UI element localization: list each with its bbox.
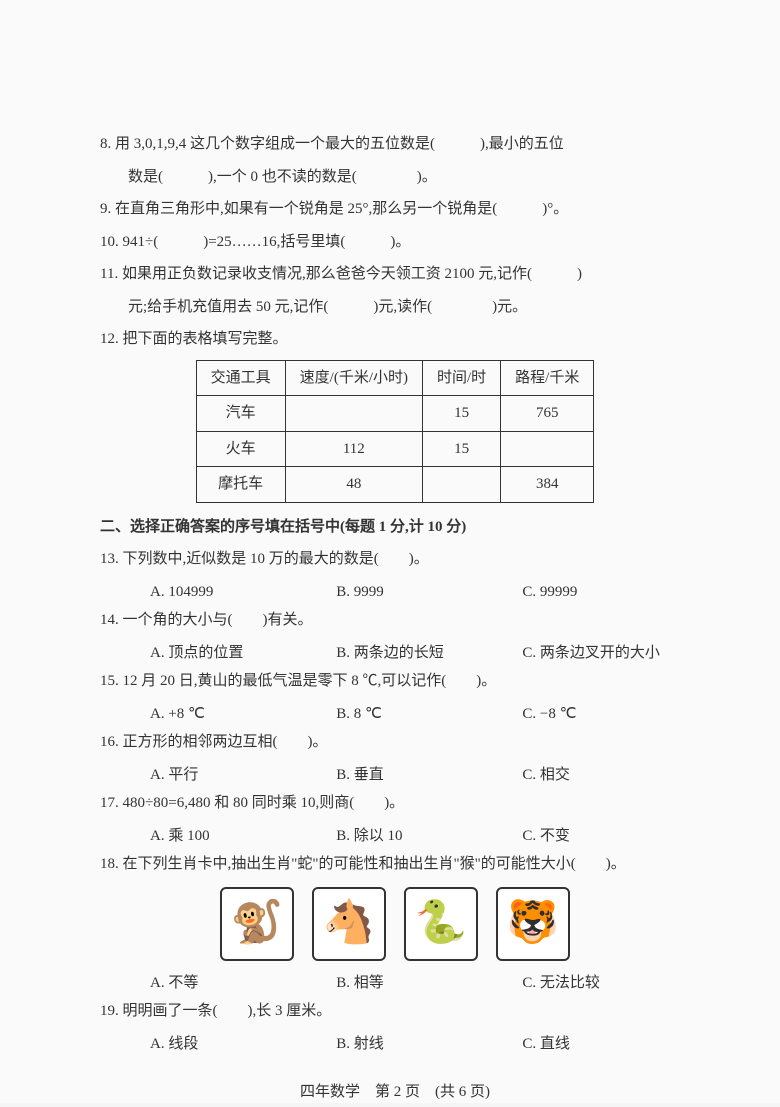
cell: [501, 431, 594, 467]
th-vehicle: 交通工具: [196, 360, 285, 396]
q18-opt-b: B. 相等: [336, 969, 522, 998]
q18-opt-c: C. 无法比较: [522, 969, 690, 998]
cell: 48: [285, 467, 422, 503]
cell: [423, 467, 501, 503]
q14-opt-c: C. 两条边叉开的大小: [522, 639, 690, 668]
q19-stem: 19. 明明画了一条( ),长 3 厘米。: [100, 1003, 331, 1019]
q8-line2: 数是( ),一个 0 也不读的数是( )。: [128, 169, 437, 185]
cell: 汽车: [196, 396, 285, 432]
question-18: 18. 在下列生肖卡中,抽出生肖"蛇"的可能性和抽出生肖"猴"的可能性大小( )…: [100, 850, 690, 879]
q18-options: A. 不等 B. 相等 C. 无法比较: [100, 969, 690, 998]
q12-table: 交通工具 速度/(千米/小时) 时间/时 路程/千米 汽车 15 765 火车 …: [196, 360, 595, 503]
cell: 15: [423, 396, 501, 432]
cell: 112: [285, 431, 422, 467]
q13-opt-a: A. 104999: [150, 578, 336, 607]
q14-options: A. 顶点的位置 B. 两条边的长短 C. 两条边叉开的大小: [100, 639, 690, 668]
question-13: 13. 下列数中,近似数是 10 万的最大的数是( )。: [100, 545, 690, 574]
zodiac-cards: 🐒 🐴 🐍 🐯: [100, 887, 690, 961]
q15-opt-c: C. −8 ℃: [522, 700, 690, 729]
q10-text: 10. 941÷( )=25……16,括号里填( )。: [100, 234, 410, 250]
q19-opt-b: B. 射线: [336, 1030, 522, 1059]
table-header-row: 交通工具 速度/(千米/小时) 时间/时 路程/千米: [196, 360, 594, 396]
q17-stem: 17. 480÷80=6,480 和 80 同时乘 10,则商( )。: [100, 795, 404, 811]
q17-opt-b: B. 除以 10: [336, 822, 522, 851]
q16-opt-a: A. 平行: [150, 761, 336, 790]
question-9: 9. 在直角三角形中,如果有一个锐角是 25°,那么另一个锐角是( )°。: [100, 195, 690, 224]
q15-options: A. +8 ℃ B. 8 ℃ C. −8 ℃: [100, 700, 690, 729]
table-row: 火车 112 15: [196, 431, 594, 467]
cell: 15: [423, 431, 501, 467]
q13-stem: 13. 下列数中,近似数是 10 万的最大的数是( )。: [100, 551, 429, 567]
q15-opt-b: B. 8 ℃: [336, 700, 522, 729]
q17-options: A. 乘 100 B. 除以 10 C. 不变: [100, 822, 690, 851]
table-row: 汽车 15 765: [196, 396, 594, 432]
q16-opt-b: B. 垂直: [336, 761, 522, 790]
exam-page: 8. 用 3,0,1,9,4 这几个数字组成一个最大的五位数是( ),最小的五位…: [0, 0, 780, 1103]
q19-opt-a: A. 线段: [150, 1030, 336, 1059]
zodiac-horse-icon: 🐴: [312, 887, 386, 961]
zodiac-snake-icon: 🐍: [404, 887, 478, 961]
q15-opt-a: A. +8 ℃: [150, 700, 336, 729]
question-15: 15. 12 月 20 日,黄山的最低气温是零下 8 ℃,可以记作( )。: [100, 667, 690, 696]
q18-stem: 18. 在下列生肖卡中,抽出生肖"蛇"的可能性和抽出生肖"猴"的可能性大小( )…: [100, 856, 626, 872]
q11-line2: 元;给手机充值用去 50 元,记作( )元,读作( )元。: [128, 299, 527, 315]
q8-line2-wrap: 数是( ),一个 0 也不读的数是( )。: [100, 163, 690, 192]
q13-options: A. 104999 B. 9999 C. 99999: [100, 578, 690, 607]
q13-opt-b: B. 9999: [336, 578, 522, 607]
q16-stem: 16. 正方形的相邻两边互相( )。: [100, 734, 328, 750]
cell: 384: [501, 467, 594, 503]
question-16: 16. 正方形的相邻两边互相( )。: [100, 728, 690, 757]
footer-text: 四年数学 第 2 页 (共 6 页): [300, 1084, 490, 1100]
question-14: 14. 一个角的大小与( )有关。: [100, 606, 690, 635]
q17-opt-a: A. 乘 100: [150, 822, 336, 851]
cell: 765: [501, 396, 594, 432]
q14-opt-a: A. 顶点的位置: [150, 639, 336, 668]
question-19: 19. 明明画了一条( ),长 3 厘米。: [100, 997, 690, 1026]
q14-stem: 14. 一个角的大小与( )有关。: [100, 612, 313, 628]
q8-line1: 8. 用 3,0,1,9,4 这几个数字组成一个最大的五位数是( ),最小的五位: [100, 136, 564, 152]
question-8: 8. 用 3,0,1,9,4 这几个数字组成一个最大的五位数是( ),最小的五位: [100, 130, 690, 159]
q19-options: A. 线段 B. 射线 C. 直线: [100, 1030, 690, 1059]
q16-options: A. 平行 B. 垂直 C. 相交: [100, 761, 690, 790]
section2-text: 二、选择正确答案的序号填在括号中(每题 1 分,计 10 分): [100, 519, 466, 535]
table-row: 摩托车 48 384: [196, 467, 594, 503]
section-2-heading: 二、选择正确答案的序号填在括号中(每题 1 分,计 10 分): [100, 513, 690, 542]
th-time: 时间/时: [423, 360, 501, 396]
cell: 摩托车: [196, 467, 285, 503]
q18-opt-a: A. 不等: [150, 969, 336, 998]
cell: 火车: [196, 431, 285, 467]
th-speed: 速度/(千米/小时): [285, 360, 422, 396]
q15-stem: 15. 12 月 20 日,黄山的最低气温是零下 8 ℃,可以记作( )。: [100, 673, 496, 689]
zodiac-monkey-icon: 🐒: [220, 887, 294, 961]
q12-stem-text: 12. 把下面的表格填写完整。: [100, 331, 288, 347]
th-distance: 路程/千米: [501, 360, 594, 396]
q9-text: 9. 在直角三角形中,如果有一个锐角是 25°,那么另一个锐角是( )°。: [100, 201, 568, 217]
q11-line1: 11. 如果用正负数记录收支情况,那么爸爸今天领工资 2100 元,记作( ): [100, 266, 582, 282]
q11-line2-wrap: 元;给手机充值用去 50 元,记作( )元,读作( )元。: [100, 293, 690, 322]
question-12-stem: 12. 把下面的表格填写完整。: [100, 325, 690, 354]
question-17: 17. 480÷80=6,480 和 80 同时乘 10,则商( )。: [100, 789, 690, 818]
q13-opt-c: C. 99999: [522, 578, 690, 607]
cell: [285, 396, 422, 432]
page-footer: 四年数学 第 2 页 (共 6 页): [100, 1078, 690, 1107]
q17-opt-c: C. 不变: [522, 822, 690, 851]
zodiac-tiger-icon: 🐯: [496, 887, 570, 961]
q14-opt-b: B. 两条边的长短: [336, 639, 522, 668]
question-10: 10. 941÷( )=25……16,括号里填( )。: [100, 228, 690, 257]
question-11: 11. 如果用正负数记录收支情况,那么爸爸今天领工资 2100 元,记作( ): [100, 260, 690, 289]
q16-opt-c: C. 相交: [522, 761, 690, 790]
q19-opt-c: C. 直线: [522, 1030, 690, 1059]
